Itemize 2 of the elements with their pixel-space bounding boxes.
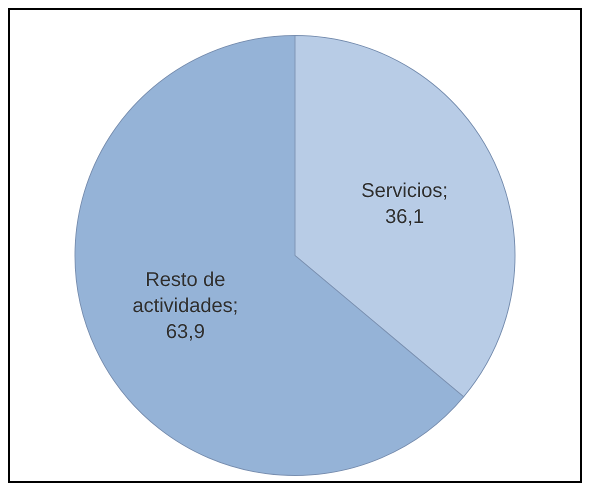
- slice-label: Resto de actividades; 63,9: [132, 269, 238, 344]
- slice-label: Servicios; 36,1: [361, 180, 448, 228]
